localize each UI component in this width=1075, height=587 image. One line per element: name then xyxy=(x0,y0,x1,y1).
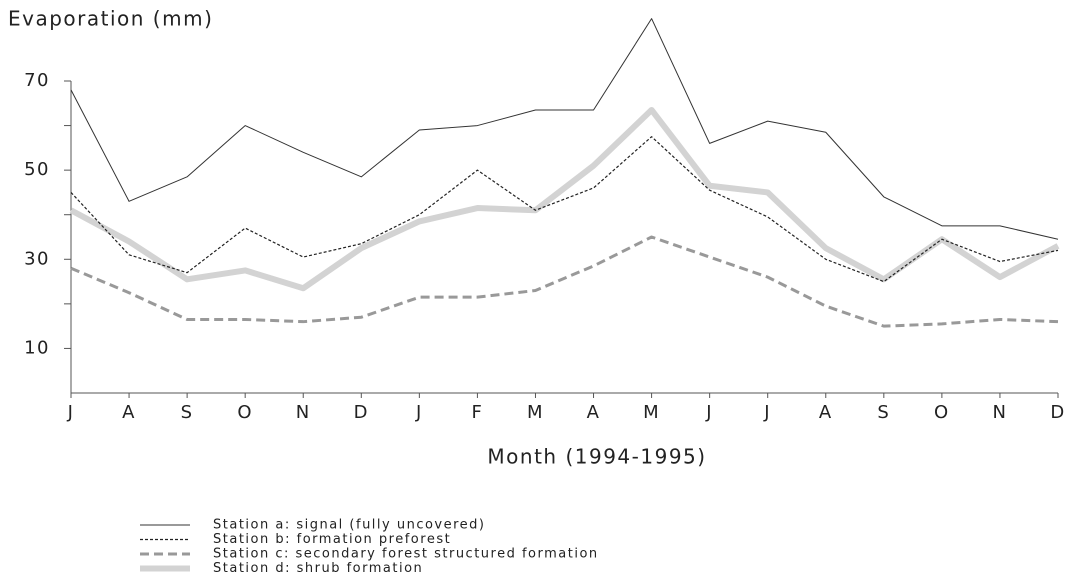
legend-label: Station d: shrub formation xyxy=(213,561,423,576)
x-tick-label: J xyxy=(67,402,75,423)
series-line xyxy=(70,136,1059,283)
x-axis-label: Month (1994-1995) xyxy=(487,445,706,469)
x-tick-label: S xyxy=(877,402,890,423)
x-tick-label: M xyxy=(643,402,660,423)
legend-label: Station c: secondary forest structured f… xyxy=(213,547,599,562)
series-line xyxy=(70,18,1059,240)
x-tick-label: O xyxy=(934,402,950,423)
x-tick-label: N xyxy=(992,402,1007,423)
x-tick-label: N xyxy=(296,402,311,423)
x-tick-label: S xyxy=(181,402,194,423)
y-tick-label: 30 xyxy=(24,248,50,269)
x-tick-label: J xyxy=(705,402,713,423)
y-tick-label: 10 xyxy=(24,337,50,358)
x-tick-label: O xyxy=(237,402,253,423)
series-line xyxy=(69,106,1060,292)
series-line xyxy=(70,235,1059,328)
x-tick-label: M xyxy=(527,402,544,423)
x-tick-label: A xyxy=(819,402,833,423)
x-tick-label: A xyxy=(122,402,136,423)
x-tick-label: A xyxy=(587,402,601,423)
x-tick-label: D xyxy=(354,402,369,423)
x-tick-label: F xyxy=(471,402,483,423)
x-tick-label: D xyxy=(1050,402,1065,423)
y-tick-label: 50 xyxy=(24,159,50,180)
chart-title: Evaporation (mm) xyxy=(8,7,213,31)
x-tick-label: J xyxy=(763,402,771,423)
x-tick-label: J xyxy=(415,402,423,423)
legend-label: Station a: signal (fully uncovered) xyxy=(213,518,486,533)
y-tick-label: 70 xyxy=(24,70,50,91)
legend-label: Station b: formation preforest xyxy=(213,532,451,547)
